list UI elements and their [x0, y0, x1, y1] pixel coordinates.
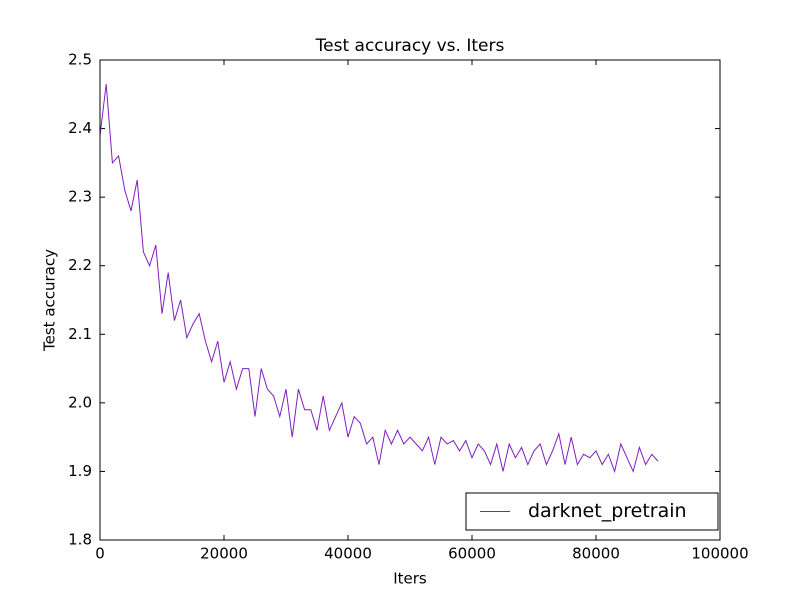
y-tick-label: 2.5 — [68, 51, 92, 69]
plot-frame — [99, 59, 721, 541]
legend-label: darknet_pretrain — [528, 500, 687, 522]
y-axis-label: Test accuracy — [41, 249, 59, 352]
y-tick-label: 2.4 — [68, 119, 92, 137]
y-tick-label: 2.3 — [68, 188, 92, 206]
x-tick-label: 100000 — [691, 545, 748, 563]
chart-title: Test accuracy vs. Iters — [315, 36, 505, 56]
y-tick-label: 2.1 — [68, 325, 92, 343]
x-axis-label: Iters — [393, 570, 427, 588]
y-tick-label: 1.9 — [68, 462, 92, 480]
x-tick-label: 80000 — [572, 545, 620, 563]
x-tick-label: 40000 — [324, 545, 372, 563]
x-tick-label: 60000 — [448, 545, 496, 563]
y-tick-label: 2.0 — [68, 393, 92, 411]
data-line — [99, 83, 659, 474]
x-tick-label: 20000 — [200, 545, 248, 563]
y-tick-label: 1.8 — [68, 531, 92, 549]
x-tick-label: 0 — [95, 545, 105, 563]
y-tick-label: 2.2 — [68, 256, 92, 274]
